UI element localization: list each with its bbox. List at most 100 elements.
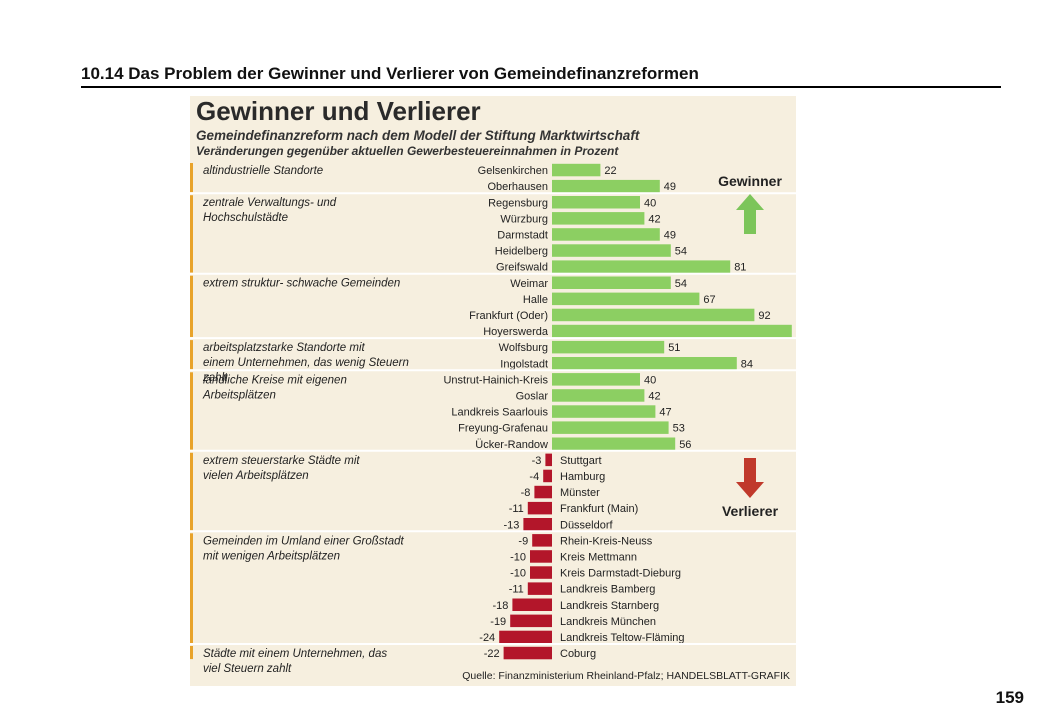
- value-label: -10: [510, 568, 526, 580]
- group-label: zahlt: [202, 372, 228, 384]
- bar: [532, 534, 552, 547]
- category-label: Oberhausen: [487, 181, 548, 193]
- category-label: Heidelberg: [495, 246, 548, 258]
- bar: [552, 228, 660, 241]
- value-label: -11: [509, 584, 524, 596]
- loss-label: Verlierer: [722, 503, 779, 519]
- chart-subtitle: Gemeindefinanzreform nach dem Modell der…: [196, 128, 640, 143]
- bar: [552, 163, 601, 177]
- value-label: -3: [532, 455, 542, 467]
- bar: [530, 566, 552, 579]
- value-label: 54: [675, 278, 687, 290]
- category-label: Frankfurt (Oder): [469, 310, 548, 322]
- bar: [543, 469, 552, 483]
- bar: [552, 292, 700, 306]
- value-label: 53: [673, 423, 685, 435]
- bar: [552, 405, 656, 418]
- category-label: Hamburg: [560, 471, 605, 483]
- bar: [552, 389, 645, 402]
- value-label: -19: [490, 616, 506, 628]
- bar: [523, 518, 552, 531]
- value-label: 54: [675, 246, 687, 258]
- value-label: 42: [648, 213, 660, 225]
- value-label: 40: [644, 197, 656, 209]
- bar: [527, 501, 552, 515]
- value-label: -4: [529, 471, 539, 483]
- value-label: -13: [503, 519, 519, 531]
- group-marker: [190, 533, 193, 643]
- chart-source: Quelle: Finanzministerium Rheinland-Pfal…: [462, 670, 790, 682]
- value-label: -9: [518, 535, 528, 547]
- chart-subtitle-units: Veränderungen gegenüber aktuellen Gewerb…: [196, 144, 619, 158]
- category-label: Landkreis Starnberg: [560, 600, 659, 612]
- category-label: Darmstadt: [497, 229, 548, 241]
- category-label: Landkreis Bamberg: [560, 584, 655, 596]
- group-marker: [190, 646, 193, 660]
- category-label: Wolfsburg: [499, 342, 548, 354]
- bar: [552, 260, 731, 273]
- category-label: Gelsenkirchen: [478, 165, 548, 177]
- chart-figure: Gewinner und Verlierer Gemeindefinanzref…: [190, 96, 796, 686]
- value-label: 67: [703, 294, 715, 306]
- value-label: -24: [479, 632, 495, 644]
- bar: [552, 340, 665, 354]
- value-label: -10: [510, 551, 526, 563]
- value-label: 40: [644, 374, 656, 386]
- bar: [552, 324, 792, 338]
- category-label: Ingolstadt: [500, 358, 548, 370]
- group-marker: [190, 275, 193, 338]
- category-label: Coburg: [560, 648, 596, 660]
- value-label: 51: [668, 342, 680, 354]
- category-label: Würzburg: [500, 213, 548, 225]
- bar: [552, 276, 671, 289]
- category-label: Unstrut-Hainich-Kreis: [443, 374, 548, 386]
- category-label: Düsseldorf: [560, 519, 614, 531]
- bar: [527, 582, 552, 595]
- bar: [512, 598, 552, 611]
- slide-title: 10.14 Das Problem der Gewinner und Verli…: [81, 64, 1001, 88]
- category-label: Münster: [560, 487, 600, 499]
- bar: [510, 614, 552, 628]
- category-label: Landkreis Saarlouis: [451, 407, 548, 419]
- group-label: Arbeitsplätzen: [202, 389, 276, 401]
- category-label: Kreis Darmstadt-Dieburg: [560, 568, 681, 580]
- value-label: 84: [741, 358, 753, 370]
- category-label: Landkreis München: [560, 616, 656, 628]
- group-label: zentrale Verwaltungs- und: [202, 197, 337, 209]
- bar: [545, 453, 552, 467]
- group-label: Städte mit einem Unternehmen, das: [203, 648, 387, 660]
- category-label: Weimar: [510, 278, 548, 290]
- arrow-down-icon: [736, 458, 764, 498]
- group-label: viel Steuern zahlt: [203, 663, 292, 675]
- value-label: 81: [734, 262, 746, 274]
- group-label: altindustrielle Standorte: [203, 165, 323, 177]
- group-marker: [190, 372, 193, 450]
- category-label: Frankfurt (Main): [560, 503, 638, 515]
- group-label: arbeitsplatzstarke Standorte mit: [203, 342, 366, 354]
- value-label: -18: [492, 600, 508, 612]
- value-label: 49: [664, 229, 676, 241]
- chart-title: Gewinner und Verlierer: [196, 96, 481, 126]
- gain-label: Gewinner: [718, 173, 782, 189]
- value-label: 49: [664, 181, 676, 193]
- group-label: vielen Arbeitsplätzen: [203, 470, 309, 482]
- category-label: Freyung-Grafenau: [458, 423, 548, 435]
- category-label: Rhein-Kreis-Neuss: [560, 535, 653, 547]
- category-label: Kreis Mettmann: [560, 551, 637, 563]
- group-marker: [190, 340, 193, 370]
- category-label: Landkreis Teltow-Fläming: [560, 632, 685, 644]
- group-label: extrem steuerstarke Städte mit: [203, 455, 360, 467]
- value-label: 22: [604, 165, 616, 177]
- page-number: 159: [995, 688, 1024, 707]
- group-label: mit wenigen Arbeitsplätzen: [203, 550, 340, 562]
- bar: [552, 179, 660, 193]
- group-label: ländliche Kreise mit eigenen: [203, 374, 347, 386]
- bar: [552, 437, 676, 450]
- value-label: 42: [648, 390, 660, 402]
- bar: [499, 630, 552, 644]
- category-label: Hoyerswerda: [483, 326, 549, 338]
- bar: [552, 373, 640, 386]
- category-label: Goslar: [516, 390, 549, 402]
- category-label: Ücker-Randow: [475, 439, 548, 451]
- value-label: -8: [521, 487, 531, 499]
